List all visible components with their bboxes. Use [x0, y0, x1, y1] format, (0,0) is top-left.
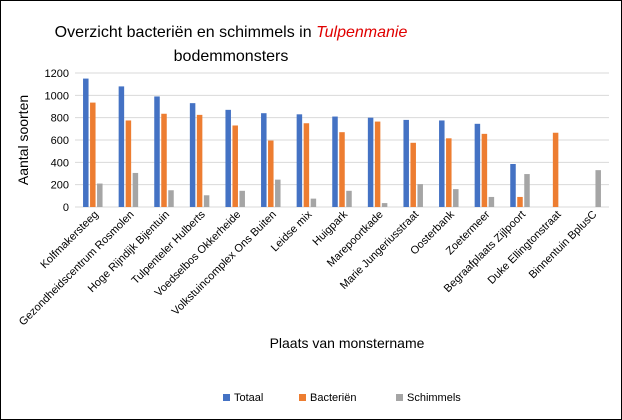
bar-bacterin: [303, 123, 310, 207]
bar-schimmels: [168, 190, 174, 207]
y-tick-label: 400: [51, 157, 69, 169]
legend-label: Totaal: [234, 392, 263, 404]
bar-totaal: [367, 117, 374, 207]
bar-schimmels: [381, 203, 388, 207]
chart-title: Overzicht bacteriën en schimmels in Tulp…: [55, 24, 408, 41]
bar-schimmels: [595, 170, 601, 207]
bar-totaal: [83, 78, 89, 207]
x-axis-title: Plaats van monstername: [270, 335, 425, 351]
chart-title-accent: Tulpenmanie: [316, 24, 407, 41]
bar-totaal: [510, 164, 516, 207]
bar-schimmels: [239, 190, 245, 207]
y-tick-label: 0: [63, 202, 69, 214]
y-tick-label: 800: [51, 113, 69, 125]
bar-bacterin: [125, 120, 132, 207]
bar-schimmels: [417, 184, 423, 207]
bar-bacterin: [446, 138, 452, 207]
bar-bacterin: [90, 102, 96, 207]
bars: [83, 78, 601, 207]
bar-totaal: [261, 113, 267, 207]
y-tick-label: 1000: [45, 90, 69, 102]
bar-schimmels: [97, 183, 103, 207]
legend-label: Schimmels: [407, 392, 461, 404]
legend-swatch: [223, 394, 230, 401]
bar-totaal: [225, 109, 231, 207]
bar-bacterin: [410, 142, 416, 207]
bar-bacterin: [374, 121, 381, 207]
y-axis-ticks: 0 200 400 600 800 1000 1200: [45, 68, 69, 214]
bar-schimmels: [453, 189, 459, 207]
bar-totaal: [154, 96, 160, 207]
bar-schimmels: [524, 174, 530, 207]
bar-totaal: [332, 116, 338, 207]
bar-bacterin: [161, 113, 167, 207]
bar-schimmels: [488, 196, 495, 207]
bar-bacterin: [268, 140, 274, 207]
bar-schimmels: [275, 179, 281, 207]
bar-totaal: [474, 123, 481, 207]
bar-totaal: [118, 86, 125, 207]
legend-label: Bacteriën: [310, 392, 356, 404]
legend-swatch: [396, 394, 403, 401]
bar-bacterin: [552, 132, 559, 207]
bar-totaal: [403, 119, 409, 207]
bar-totaal: [439, 120, 445, 207]
y-tick-label: 600: [51, 135, 69, 147]
bar-bacterin: [339, 132, 345, 207]
chart-title-main: Overzicht bacteriën en schimmels in: [55, 24, 316, 41]
x-category-label: Binnentuin BplusC: [527, 209, 600, 282]
bar-totaal: [189, 103, 196, 207]
bar-bacterin: [196, 114, 203, 207]
chart-title-line2: bodemmonsters: [174, 48, 289, 65]
bar-bacterin: [517, 196, 523, 207]
legend: Totaal Bacteriën Schimmels: [223, 392, 461, 404]
legend-swatch: [299, 394, 306, 401]
bar-bacterin: [481, 133, 488, 207]
y-tick-label: 1200: [45, 68, 69, 80]
y-tick-label: 200: [51, 180, 69, 192]
bar-schimmels: [310, 198, 317, 207]
bar-schimmels: [132, 172, 139, 207]
bar-totaal: [296, 114, 303, 207]
bar-schimmels: [346, 190, 352, 207]
bar-schimmels: [203, 195, 210, 207]
y-axis-title: Aantal soorten: [15, 95, 31, 185]
bar-bacterin: [232, 125, 238, 207]
